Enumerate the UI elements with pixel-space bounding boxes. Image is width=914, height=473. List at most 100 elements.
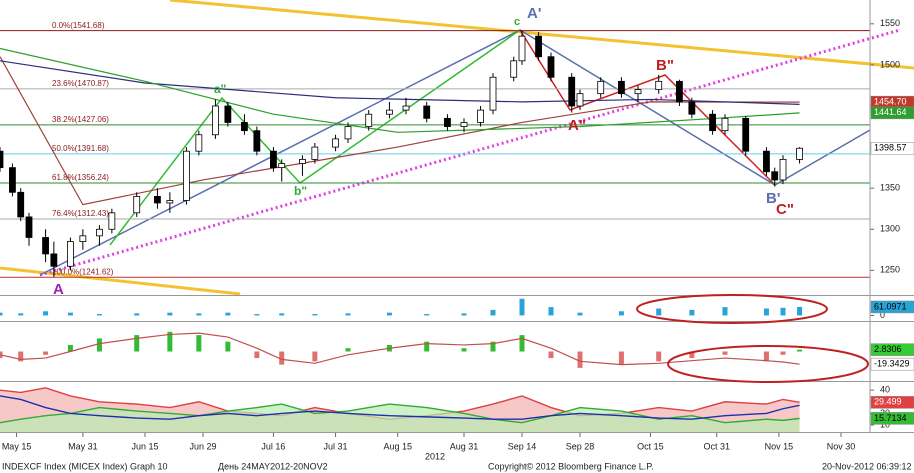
price-tag-label: -19.3429 — [874, 359, 910, 369]
candle-body — [241, 122, 248, 132]
candle-body — [763, 150, 770, 173]
histogram-bar — [490, 341, 496, 352]
histogram-bar — [424, 341, 430, 352]
histogram-bar — [254, 314, 260, 316]
candle-body — [0, 150, 4, 169]
price-tag-label: 1454.70 — [874, 97, 907, 107]
trendline — [169, 0, 914, 70]
candle-body — [576, 93, 584, 107]
candle-body — [709, 113, 716, 132]
histogram-bar — [134, 335, 140, 352]
moving-average — [0, 56, 800, 206]
histogram-bar — [490, 309, 496, 316]
pattern-label: B" — [656, 57, 674, 74]
histogram-bar — [167, 312, 173, 316]
histogram-bar — [722, 351, 728, 355]
candle-body — [166, 200, 174, 204]
panels: 0.0%(1541.68) 23.6%(1470.87) 38.2%(1427.06… — [0, 18, 914, 461]
histogram-bar — [519, 335, 525, 352]
y-tick-label: 1500 — [880, 59, 900, 69]
price-tag-label: 61.0971 — [874, 301, 907, 311]
candle-body — [676, 80, 683, 103]
candle-body — [460, 122, 468, 127]
histogram-bar — [345, 348, 351, 352]
trendline — [0, 266, 241, 296]
candle-body — [688, 101, 696, 115]
candle-body — [547, 56, 555, 78]
candle-body — [634, 89, 642, 95]
histogram-bar — [722, 307, 728, 316]
series-line — [0, 395, 800, 420]
candle-body — [655, 80, 663, 90]
candle-body — [477, 109, 484, 123]
fib-label: 100.0%(1241.62) — [52, 267, 114, 276]
trendline — [39, 28, 901, 277]
footer-text: INDEXCF Index (MICEX Index) Graph 10 — [2, 461, 168, 471]
histogram-bar — [386, 312, 392, 316]
x-tick-label: Nov 15 — [765, 441, 794, 451]
candle-body — [618, 80, 625, 95]
x-tick-label: Oct 15 — [637, 441, 664, 451]
candle-body — [796, 147, 803, 160]
histogram-bar — [67, 344, 73, 352]
y-tick-label: 1250 — [880, 265, 900, 275]
candle-body — [518, 35, 526, 62]
series-line — [0, 403, 800, 424]
candle-body — [42, 237, 49, 255]
candle-body — [278, 163, 286, 169]
y-tick-label: 1300 — [880, 224, 900, 234]
pattern-label: A" — [568, 117, 586, 134]
candle-body — [79, 235, 87, 242]
y-tick-label: 0 — [880, 310, 885, 320]
fib-label: 38.2%(1427.06) — [52, 115, 109, 124]
candle-body — [386, 109, 393, 115]
pattern-label: B' — [766, 190, 780, 207]
candle-body — [568, 76, 576, 107]
pattern-line — [519, 29, 776, 186]
histogram-bar — [618, 311, 624, 316]
candle-body — [444, 117, 451, 127]
fib-label: 61.8%(1356.24) — [52, 173, 109, 182]
pattern-label: A' — [527, 5, 541, 22]
histogram-bar — [689, 351, 695, 359]
histogram-bar — [279, 351, 285, 365]
footer-text: 20-Nov-2012 06:39:12 — [822, 461, 912, 471]
candle-body — [195, 134, 203, 152]
fib-label: 76.4%(1312.43) — [52, 209, 109, 218]
histogram-bar — [656, 308, 662, 316]
price-tag — [870, 412, 914, 425]
histogram-bar — [797, 306, 803, 316]
candle-body — [270, 150, 277, 169]
histogram-bar — [225, 312, 231, 316]
price-tag — [870, 343, 914, 356]
price-tag-label: 2.8306 — [874, 344, 902, 354]
candle-body — [489, 76, 497, 111]
candle-body — [9, 167, 16, 193]
histogram-bar — [279, 313, 285, 316]
histogram-bar — [225, 341, 231, 352]
year-label: 2012 — [425, 451, 445, 461]
candle-body — [365, 113, 373, 127]
histogram-bar — [656, 351, 662, 362]
x-tick-label: Oct 31 — [703, 441, 730, 451]
histogram-bar — [461, 313, 467, 316]
price-tag-label: 29.499 — [874, 397, 902, 407]
x-tick-label: May 31 — [68, 441, 98, 451]
histogram-bar — [43, 351, 49, 355]
histogram-bar — [519, 298, 525, 316]
histogram-bar — [763, 308, 769, 316]
candle-body — [25, 216, 33, 238]
pattern-label: b" — [294, 184, 307, 198]
candle-body — [535, 35, 542, 58]
candle-body — [224, 105, 232, 123]
fib-label: 0.0%(1541.68) — [52, 21, 105, 30]
histogram-bar — [461, 348, 467, 352]
highlight-ellipse — [636, 294, 828, 324]
candle-body — [597, 80, 605, 95]
histogram-bar — [254, 351, 260, 359]
x-tick-label: Sep 14 — [508, 441, 537, 451]
area — [0, 404, 800, 432]
candle-body — [721, 117, 729, 132]
histogram-bar — [424, 314, 430, 316]
